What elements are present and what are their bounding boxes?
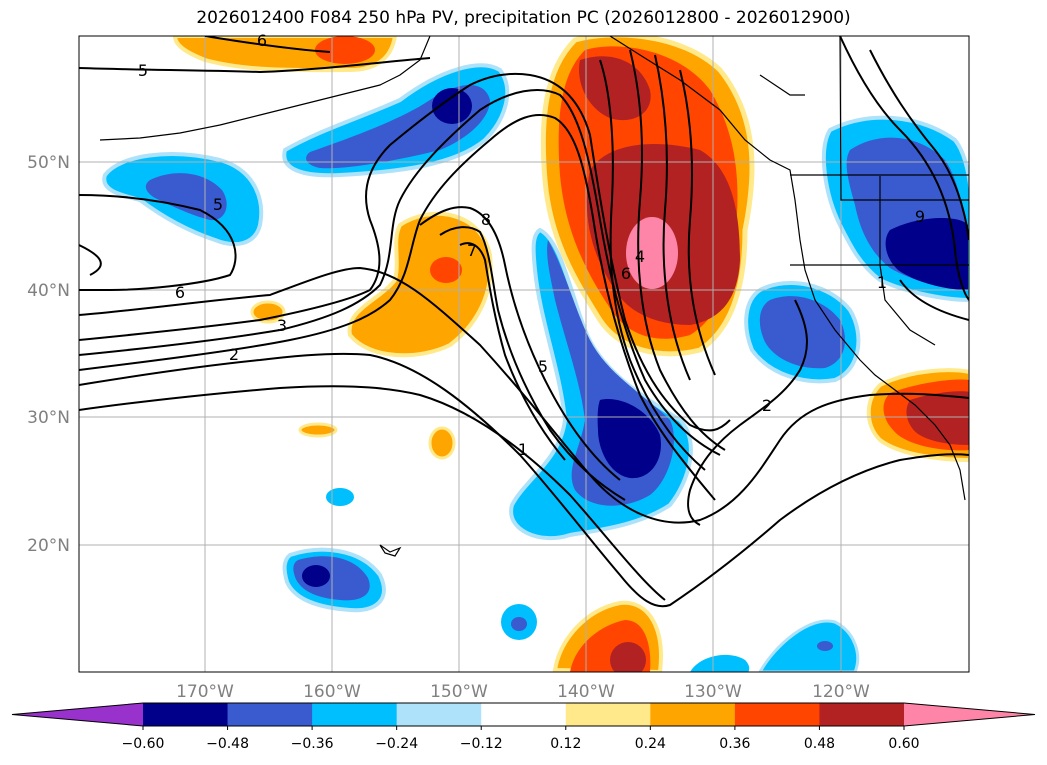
contour-label: 5 xyxy=(213,195,223,214)
pv-contour-5-north xyxy=(79,57,431,74)
lon-label: 170°W xyxy=(176,682,234,702)
colorbar-segment xyxy=(819,703,905,726)
pv-contours xyxy=(79,36,969,608)
pv-contour-6-west xyxy=(79,244,102,276)
colorbar-segment xyxy=(227,703,313,726)
colorbar-segment xyxy=(734,703,820,726)
colorbar-tick-label: −0.36 xyxy=(291,736,334,752)
lon-label: 150°W xyxy=(430,682,488,702)
map-frame xyxy=(78,35,970,673)
lat-label: 50°N xyxy=(27,153,70,173)
coastlines xyxy=(99,36,969,557)
contour-label: 8 xyxy=(481,210,491,229)
contour-label: 1 xyxy=(877,273,887,292)
pv-contour-6-north xyxy=(204,36,331,53)
contour-label: 6 xyxy=(621,264,631,283)
contour-label: 2 xyxy=(229,345,239,364)
colorbar-segment xyxy=(396,703,482,726)
pv-contour-2 xyxy=(79,352,969,608)
lon-label: 130°W xyxy=(684,682,742,702)
colorbar-tick-label: 0.48 xyxy=(804,736,835,752)
colorbar-arrow-left xyxy=(12,703,143,726)
colorbar-tick-label: 0.60 xyxy=(888,736,919,752)
latitude-labels: 50°N 40°N 30°N 20°N xyxy=(27,153,70,556)
contour-label: 5 xyxy=(138,61,148,80)
lat-label: 40°N xyxy=(27,281,70,301)
colorbar-tick-label: −0.24 xyxy=(375,736,418,752)
pv-contour-1 xyxy=(79,385,666,601)
lon-label: 160°W xyxy=(303,682,361,702)
lat-label: 20°N xyxy=(27,536,70,556)
colorbar-arrow-right xyxy=(904,703,1035,726)
colorbar-segment xyxy=(565,703,651,726)
contour-label-group: 6 5 5 6 3 2 8 7 5 1 6 4 1 2 9 xyxy=(138,31,925,459)
contour-label: 6 xyxy=(175,283,185,302)
contour-label: 2 xyxy=(762,396,772,415)
colorbar-tick-label: 0.12 xyxy=(550,736,581,752)
colorbar-tick-label: 0.24 xyxy=(635,736,666,752)
contour-label: 6 xyxy=(257,31,267,50)
colorbar-segment xyxy=(650,703,736,726)
contour-label: 4 xyxy=(635,247,645,266)
pv-contour-3 xyxy=(79,266,969,524)
longitude-labels: 170°W 160°W 150°W 140°W 130°W 120°W xyxy=(176,682,870,702)
colorbar-segment xyxy=(143,703,229,726)
colorbar: −0.60 −0.48 −0.36 −0.24 −0.12 0.12 0.24 0.36 0.4… xyxy=(11,702,1036,752)
pv-contour-5-aleutian xyxy=(79,194,237,291)
contour-label: 9 xyxy=(915,207,925,226)
colorbar-tick-label: −0.12 xyxy=(460,736,503,752)
lat-label: 30°N xyxy=(27,408,70,428)
contour-label: 7 xyxy=(467,241,477,260)
colorbar-tick-label: 0.36 xyxy=(719,736,750,752)
contour-label: 1 xyxy=(518,440,528,459)
map-title: 2026012400 F084 250 hPa PV, precipitatio… xyxy=(196,8,851,28)
lon-label: 140°W xyxy=(557,682,615,702)
pv-contour-ridge xyxy=(79,72,731,432)
colorbar-segment xyxy=(481,703,567,726)
lon-label: 120°W xyxy=(812,682,870,702)
contour-label: 5 xyxy=(538,357,548,376)
colorbar-segment xyxy=(312,703,398,726)
contour-label: 3 xyxy=(277,316,287,335)
colorbar-tick-label: −0.48 xyxy=(206,736,249,752)
colorbar-tick-label: −0.60 xyxy=(122,736,165,752)
